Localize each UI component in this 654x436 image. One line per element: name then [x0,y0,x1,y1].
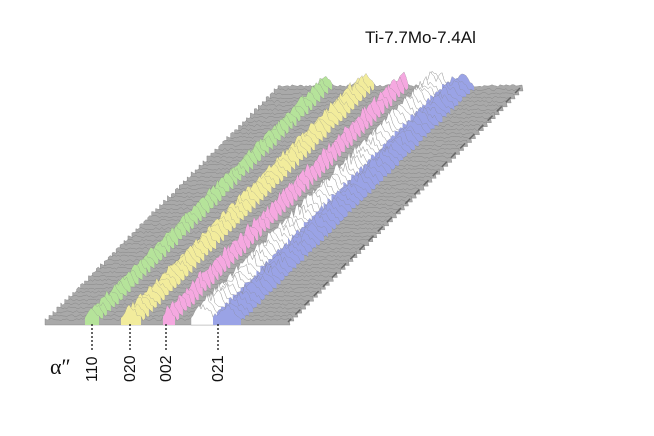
peak-label-110: 110 [84,356,101,382]
peak-label-020: 020 [122,355,139,382]
chart-title: Ti-7.7Mo-7.4Al [365,28,476,47]
peak-band-2 [163,305,175,325]
phase-label: α″ [50,354,71,379]
axis-edge-dashed [287,87,521,323]
peak-band-1 [121,304,141,325]
peak-label-021: 021 [210,355,227,382]
peak-label-002: 002 [158,355,175,382]
peak-band-0 [85,308,99,325]
peak-band-4 [213,305,241,325]
